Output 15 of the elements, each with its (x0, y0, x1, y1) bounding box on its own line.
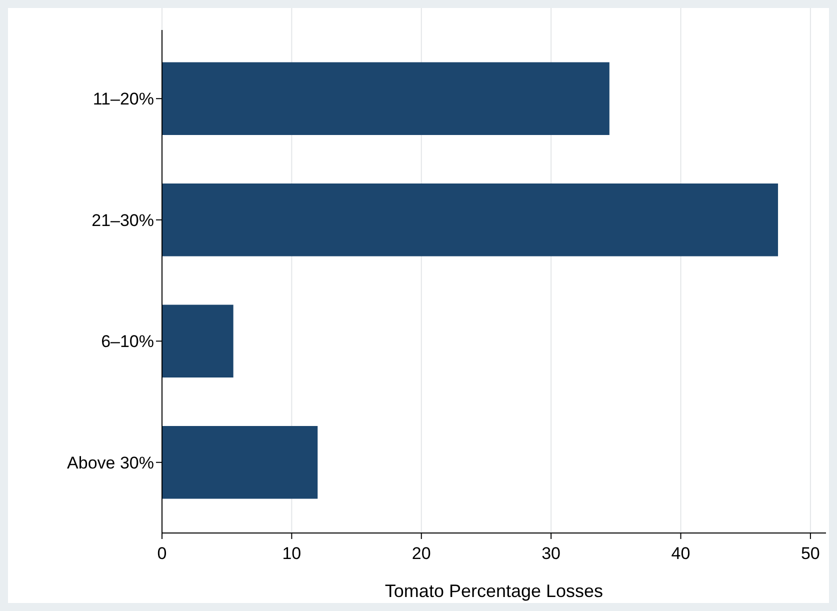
y-tick-label: Above 30% (67, 453, 154, 472)
x-tick-label: 0 (157, 544, 167, 563)
y-tick-label: 21–30% (92, 210, 154, 230)
x-tick-label: 40 (671, 544, 690, 563)
x-axis-title: Tomato Percentage Losses (384, 581, 604, 601)
x-tick-label: 50 (800, 544, 820, 563)
x-tick-label: 20 (412, 544, 431, 563)
y-tick-label: 11–20% (92, 90, 154, 109)
bar (162, 304, 234, 378)
bar (162, 184, 778, 256)
bar (162, 62, 610, 135)
y-tick-label: 6–10% (101, 332, 154, 352)
x-tick-label: 30 (542, 544, 561, 563)
bar (162, 426, 318, 499)
x-tick-label: 10 (282, 544, 302, 563)
